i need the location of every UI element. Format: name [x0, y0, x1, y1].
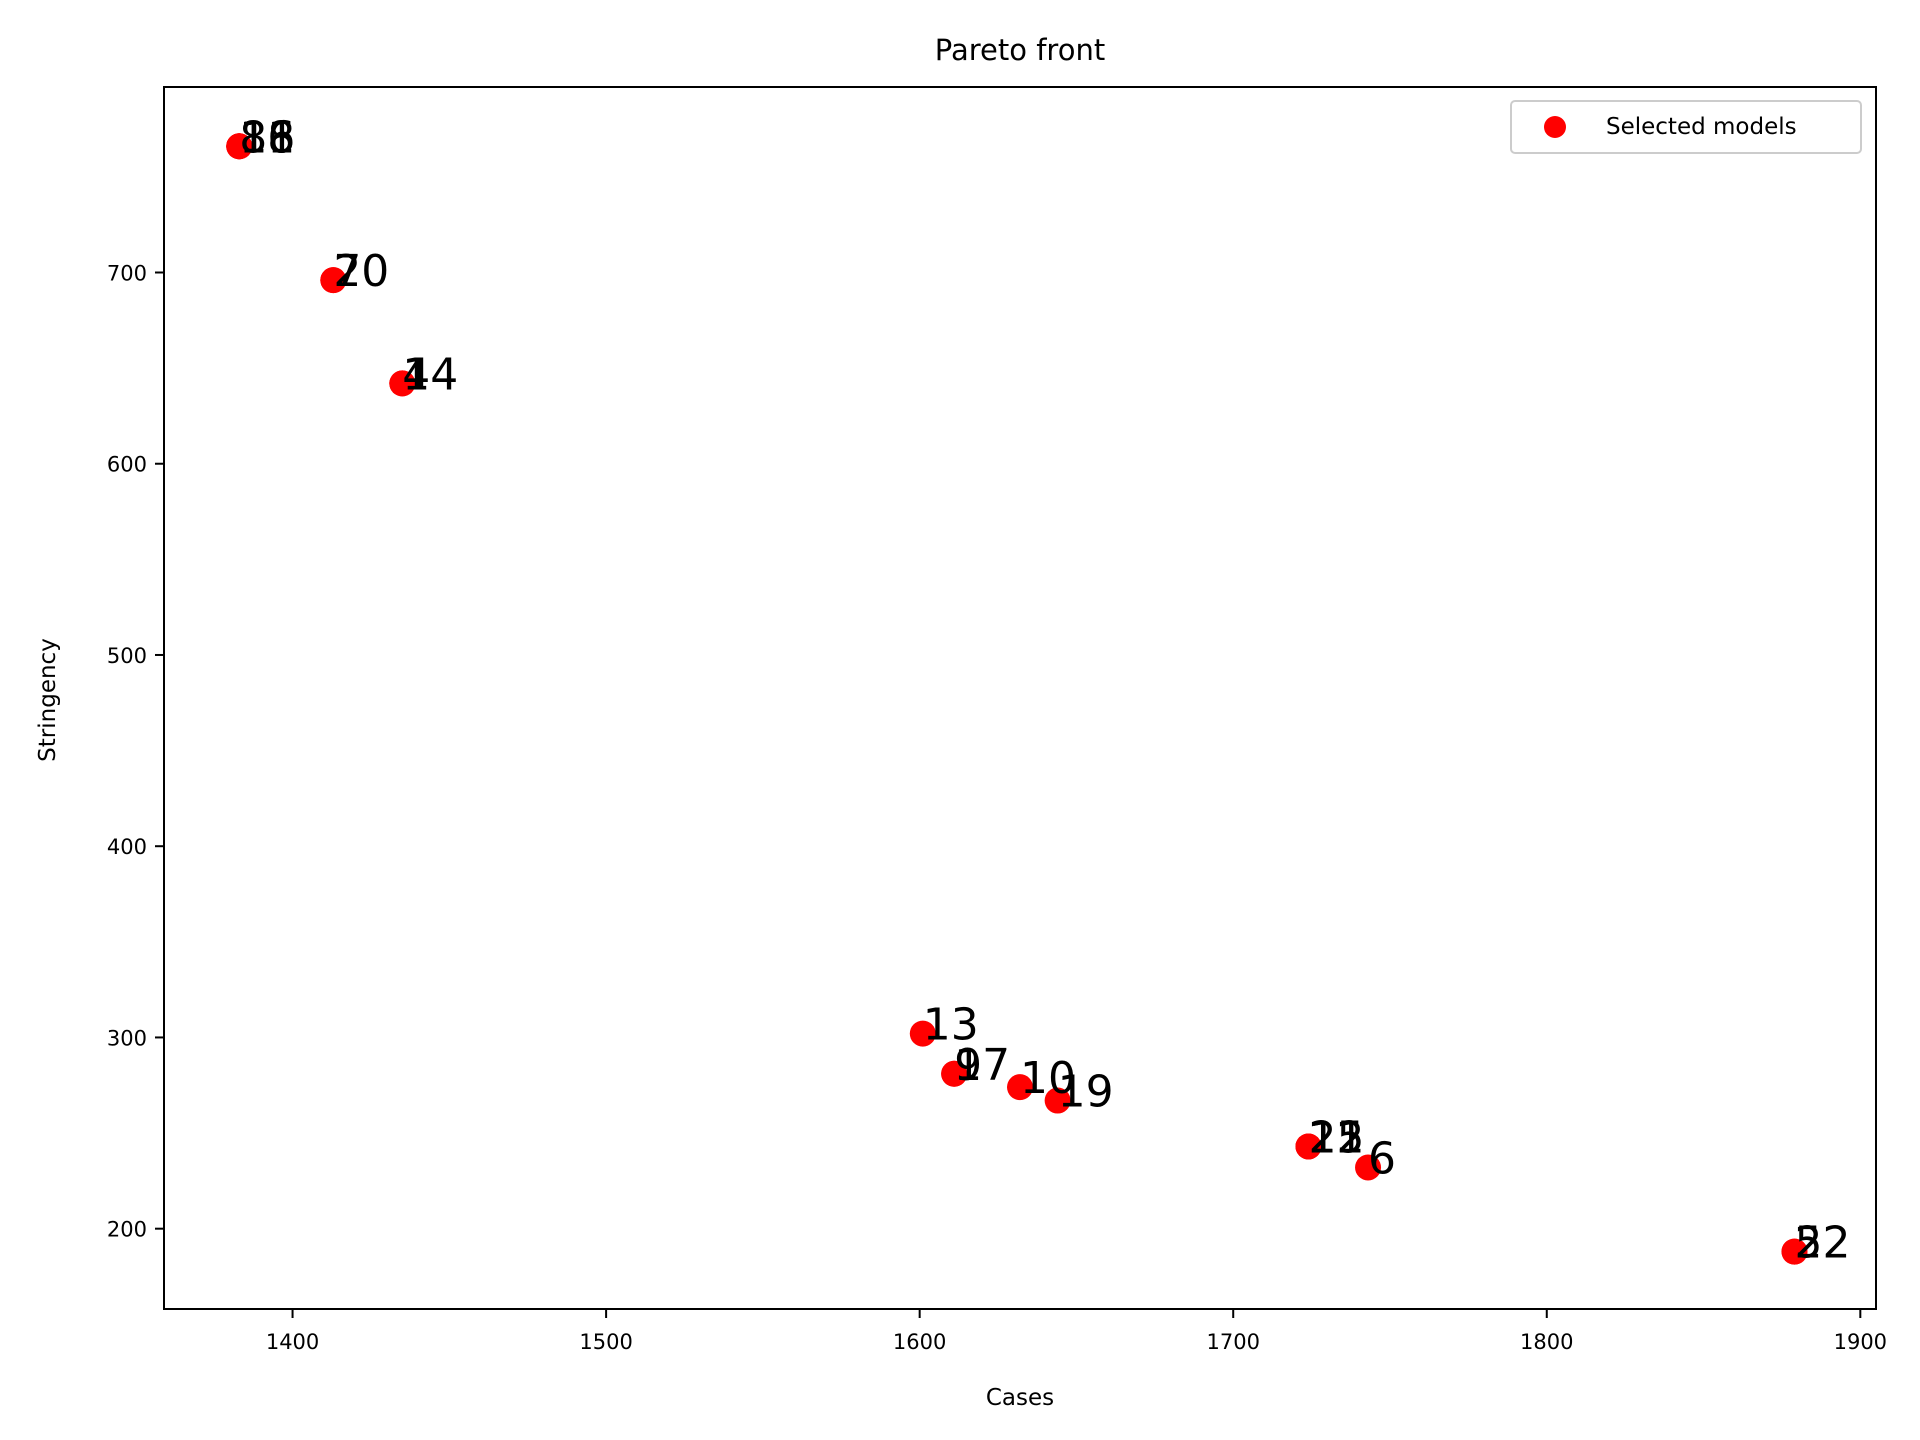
- legend-box: [1510, 100, 1862, 154]
- data-point: [941, 1060, 968, 1087]
- data-point-label: 10: [1020, 1053, 1076, 1104]
- data-point-label: 4: [402, 349, 430, 400]
- data-point: [320, 267, 347, 294]
- plot-frame: [163, 86, 1877, 1310]
- y-axis-label: Stringency: [35, 638, 61, 762]
- data-point-label: 16: [239, 112, 295, 163]
- x-tick-label: 1600: [893, 1330, 946, 1354]
- data-point-label: 14: [402, 349, 458, 400]
- data-point-label: 9: [954, 1040, 982, 1091]
- data-point: [389, 370, 416, 397]
- data-point-label: 19: [1058, 1067, 1114, 1118]
- legend-marker: [1544, 116, 1566, 138]
- data-point-label: 21: [1308, 1112, 1364, 1163]
- data-point: [1007, 1074, 1033, 1101]
- y-tick-label: 700: [107, 261, 147, 285]
- data-point-label: 8: [239, 112, 267, 163]
- y-tick-label: 300: [107, 1026, 147, 1050]
- x-tick-label: 1500: [579, 1330, 632, 1354]
- y-tick-label: 600: [107, 453, 147, 477]
- x-tick-label: 1800: [1520, 1330, 1573, 1354]
- x-tick-label: 1400: [266, 1330, 319, 1354]
- data-point-label: 17: [954, 1040, 1010, 1091]
- data-point-label: 18: [239, 112, 295, 163]
- y-tick-label: 200: [107, 1218, 147, 1242]
- data-point-label: 13: [923, 1000, 979, 1051]
- data-point-label: 7: [333, 246, 361, 297]
- data-point-label: 20: [333, 246, 389, 297]
- data-point: [1295, 1133, 1322, 1160]
- chart-title: Pareto front: [935, 33, 1105, 67]
- data-point: [1044, 1087, 1071, 1114]
- data-point-label: 22: [1794, 1218, 1850, 1269]
- plot-layer: 1400 1500 1600 1700 1800 1900 200 300 400 500 600 7…: [107, 112, 1887, 1354]
- data-point-label: 11: [239, 112, 295, 163]
- x-tick-label: 1700: [1206, 1330, 1259, 1354]
- data-point: [909, 1020, 936, 1047]
- data-point: [226, 133, 253, 160]
- x-axis-label: Cases: [986, 1385, 1054, 1411]
- legend-label: Selected models: [1606, 114, 1797, 140]
- data-point-label: 5: [1794, 1218, 1822, 1269]
- data-point: [1355, 1154, 1382, 1181]
- data-point-label: 15: [1308, 1112, 1364, 1163]
- data-point: [1781, 1238, 1808, 1265]
- legend: Selected models: [1510, 100, 1862, 154]
- y-tick-label: 400: [107, 835, 147, 859]
- x-tick-label: 1900: [1834, 1330, 1887, 1354]
- data-point-label: 6: [1368, 1133, 1396, 1184]
- y-tick-label: 500: [107, 644, 147, 668]
- data-point-label: 12: [1308, 1112, 1364, 1163]
